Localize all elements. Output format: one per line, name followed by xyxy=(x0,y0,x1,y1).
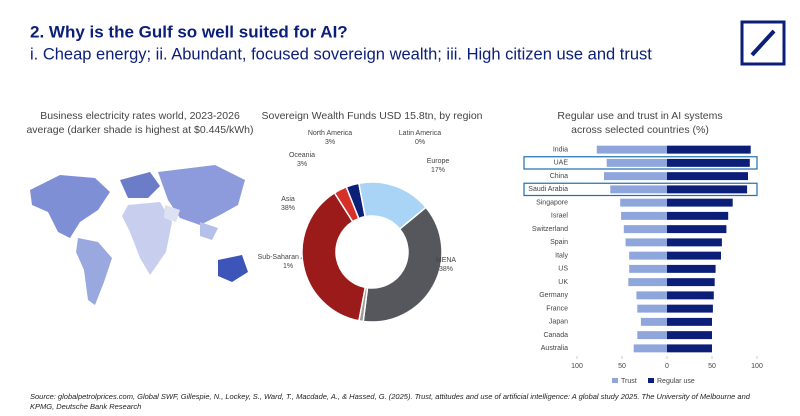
x-tick-label: 50 xyxy=(708,363,716,370)
slice-label: MENA xyxy=(436,257,457,264)
bar xyxy=(637,331,667,340)
slice-value: 17% xyxy=(431,167,445,174)
slice-label: Latin America xyxy=(399,130,442,137)
bar xyxy=(667,317,712,326)
y-tick-label: Israel xyxy=(551,213,569,220)
y-tick-label: Singapore xyxy=(536,199,568,206)
bar xyxy=(667,238,722,247)
pie-slice xyxy=(301,191,367,322)
x-tick-label: 100 xyxy=(751,363,763,370)
slice-value: 1% xyxy=(283,263,293,270)
bar xyxy=(623,225,667,234)
slide-title: 2. Why is the Gulf so well suited for AI… xyxy=(30,22,348,41)
legend-label: Regular use xyxy=(657,378,695,385)
bar xyxy=(620,198,667,207)
pie-slice xyxy=(333,185,360,223)
bar xyxy=(637,304,667,313)
highlight-box xyxy=(523,182,758,197)
bar xyxy=(667,344,712,353)
chart-title: across selected countries (%) xyxy=(571,124,709,136)
world-map xyxy=(30,165,248,305)
bar xyxy=(667,331,712,340)
bar xyxy=(625,238,667,247)
map-title: Business electricity rates world, 2023-2… xyxy=(40,110,240,122)
bar xyxy=(640,317,667,326)
x-tick-label: 50 xyxy=(618,363,626,370)
y-tick-label: Australia xyxy=(541,345,568,352)
slice-label: Asia xyxy=(281,196,295,203)
bar xyxy=(667,198,733,207)
y-tick-label: Switzerland xyxy=(532,226,568,233)
chart-title: Regular use and trust in AI systems xyxy=(557,110,722,122)
pie-slice xyxy=(362,206,443,323)
bar xyxy=(667,158,750,167)
legend-swatch xyxy=(612,378,618,383)
slice-label: Oceania xyxy=(289,152,315,159)
bar xyxy=(667,278,715,287)
bar xyxy=(667,304,713,313)
bar xyxy=(667,145,751,154)
logo xyxy=(740,20,786,66)
bar xyxy=(596,145,667,154)
y-tick-label: US xyxy=(558,266,568,273)
y-tick-label: France xyxy=(546,305,568,312)
y-tick-label: India xyxy=(553,146,568,153)
bar xyxy=(610,185,667,194)
bar xyxy=(629,264,667,273)
bar xyxy=(667,291,714,300)
bar xyxy=(667,264,716,273)
x-tick-label: 100 xyxy=(571,363,583,370)
slice-label: Europe xyxy=(427,158,450,165)
bar xyxy=(667,251,721,260)
bar xyxy=(636,291,667,300)
bar xyxy=(629,251,667,260)
y-tick-label: Saudi Arabia xyxy=(528,186,568,193)
bar xyxy=(621,211,667,220)
highlight-box xyxy=(523,156,758,170)
y-tick-label: Japan xyxy=(549,319,568,326)
y-tick-label: UAE xyxy=(554,160,569,167)
y-tick-label: Spain xyxy=(550,239,568,246)
legend-label: Trust xyxy=(621,378,637,385)
slice-value: 3% xyxy=(297,161,307,168)
slice-value: 3% xyxy=(325,139,335,146)
bar xyxy=(606,158,667,167)
map-title: average (darker shade is highest at $0.4… xyxy=(26,124,253,136)
x-tick-label: 0 xyxy=(665,363,669,370)
bar xyxy=(667,185,748,194)
y-tick-label: China xyxy=(550,173,568,180)
y-tick-label: Italy xyxy=(555,252,568,259)
chart-title: Sovereign Wealth Funds USD 15.8tn, by re… xyxy=(261,110,482,122)
bar xyxy=(628,278,667,287)
bar xyxy=(667,225,727,234)
y-tick-label: Germany xyxy=(539,292,568,299)
slide-subtitle: i. Cheap energy; ii. Abundant, focused s… xyxy=(30,45,652,63)
legend-swatch xyxy=(648,378,654,383)
bar xyxy=(667,172,748,181)
bar xyxy=(633,344,667,353)
slice-value: 38% xyxy=(439,266,453,273)
bar xyxy=(667,211,729,220)
slice-value: 0% xyxy=(415,139,425,146)
slice-label: North America xyxy=(308,130,352,137)
slice-label: Sub-Saharan Africa xyxy=(258,254,319,261)
bar xyxy=(604,172,667,181)
slice-value: 38% xyxy=(281,205,295,212)
y-tick-label: UK xyxy=(558,279,568,286)
y-tick-label: Canada xyxy=(543,332,568,339)
source-note: Source: globalpetrolprices.com, Global S… xyxy=(30,392,750,411)
